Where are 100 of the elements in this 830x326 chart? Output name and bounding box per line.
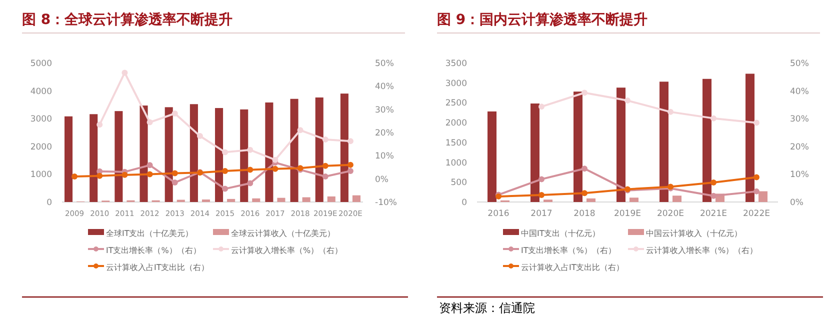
point (347, 162, 354, 168)
y2-tick-label: 40% (375, 82, 394, 92)
y-tick-label: 500 (450, 178, 467, 188)
point (710, 192, 716, 199)
bar (227, 198, 236, 202)
point (668, 108, 674, 115)
legend-label: 云计算收入占IT支出比（右） (521, 263, 624, 272)
point (582, 90, 588, 96)
bar (340, 94, 348, 202)
legend-label: 中国云计算收入（十亿元） (646, 229, 742, 238)
x-tick-label: 2021E (700, 209, 728, 219)
point (96, 172, 103, 179)
bar (315, 97, 324, 202)
chart-title: 图 8：全球云计算渗透率不断提升 (22, 11, 233, 28)
point (222, 168, 228, 174)
bar (586, 198, 596, 202)
point (272, 166, 278, 172)
legend-label: IT支出增长率（%）（右） (106, 246, 201, 255)
y2-tick-label: 50% (790, 59, 809, 69)
bar (616, 88, 626, 202)
bar (302, 197, 310, 202)
legend-label: 云计算收入占IT支出比（右） (106, 263, 210, 272)
y-tick-label: 1000 (30, 170, 52, 180)
y-tick-label: 4000 (30, 86, 52, 97)
point (172, 180, 178, 186)
bar (252, 198, 260, 202)
point (196, 132, 203, 139)
bar (530, 104, 540, 202)
point (710, 115, 716, 122)
point (247, 146, 254, 153)
bar (90, 114, 98, 202)
y-tick-label: 2000 (445, 118, 467, 129)
y2-tick-label: 10% (375, 152, 394, 162)
y-tick-label: 5000 (30, 59, 52, 69)
y-tick-label: 1500 (445, 138, 467, 148)
point (754, 174, 760, 180)
y-tick-label: 0 (46, 198, 52, 208)
point (322, 162, 328, 169)
point (247, 180, 254, 186)
bar (114, 111, 123, 202)
point (754, 120, 760, 126)
point (146, 162, 153, 168)
point (538, 104, 544, 110)
x-tick-label: 2018 (574, 209, 596, 219)
point (272, 156, 278, 163)
y-tick-label: 3000 (30, 114, 52, 125)
y2-tick-label: 20% (790, 142, 809, 152)
bar (488, 111, 496, 202)
y2-tick-label: 50% (375, 59, 394, 69)
bar (215, 108, 224, 202)
legend-label: 云计算收入增长率（%）（右） (231, 246, 343, 255)
point (122, 70, 128, 76)
x-tick-label: 2016 (488, 209, 510, 219)
y2-tick-label: 40% (790, 86, 809, 97)
bar (240, 109, 248, 202)
point (322, 174, 328, 180)
y2-tick-label: 30% (375, 105, 394, 116)
bar (574, 92, 582, 202)
x-tick-label: 2019E (614, 209, 642, 219)
x-tick-label: 2022E (742, 209, 770, 219)
point (122, 172, 128, 178)
point (322, 136, 328, 142)
y-tick-label: 0 (462, 198, 467, 208)
point (72, 174, 78, 180)
bar (265, 102, 274, 202)
point (624, 98, 630, 104)
chart-title: 图 9：国内云计算渗透率不断提升 (437, 11, 648, 28)
point (247, 166, 254, 173)
point (172, 170, 178, 176)
point (222, 186, 228, 192)
y2-tick-label: 0% (790, 198, 804, 208)
point (222, 149, 228, 156)
bar (702, 78, 712, 202)
bar (290, 98, 298, 202)
point (538, 176, 544, 182)
bar (140, 106, 148, 202)
y-tick-label: 3500 (445, 59, 467, 69)
point (582, 190, 588, 196)
point (582, 166, 588, 172)
y2-tick-label: -10% (375, 198, 397, 208)
point (297, 127, 304, 134)
bar (164, 107, 173, 202)
y-tick-label: 2500 (445, 98, 467, 109)
point (538, 192, 544, 198)
bar (190, 104, 198, 202)
y-tick-label: 3000 (445, 78, 467, 89)
bar (352, 195, 360, 202)
text: 资料来源：信通院 (439, 301, 535, 315)
bar (746, 74, 754, 202)
y-tick-label: 1000 (445, 158, 467, 168)
bar (64, 116, 73, 202)
legend-label: 云计算收入增长率（%）（右） (646, 246, 758, 255)
point (146, 119, 153, 126)
point (347, 168, 354, 174)
point (347, 138, 354, 144)
point (146, 171, 153, 178)
bar (660, 82, 668, 202)
point (710, 180, 716, 186)
legend-label: 中国IT支出（十亿元） (521, 229, 600, 238)
y2-tick-label: 20% (375, 128, 394, 138)
